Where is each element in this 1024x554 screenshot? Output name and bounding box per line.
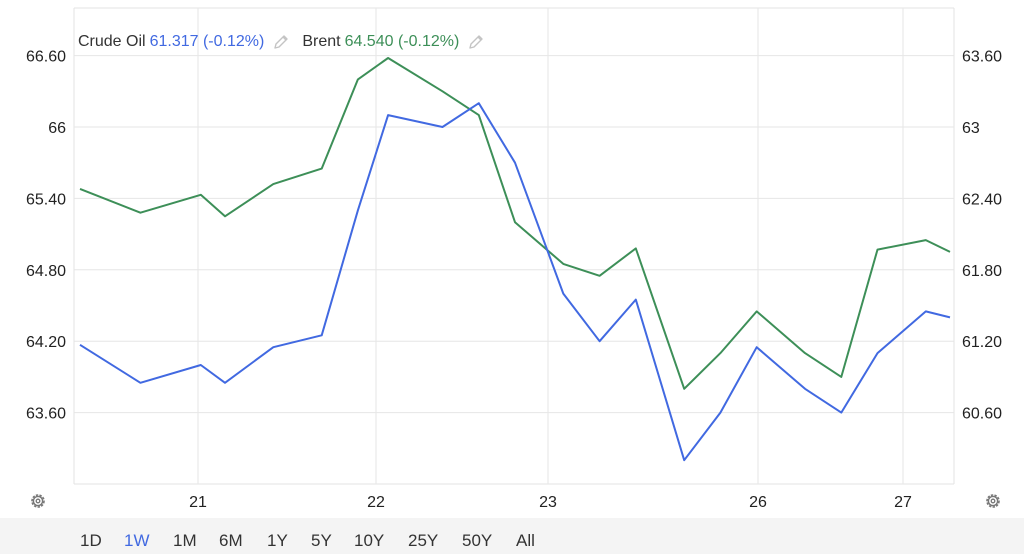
- pencil-icon[interactable]: [272, 33, 290, 51]
- range-button-all[interactable]: All: [516, 531, 535, 550]
- right-axis-tick-label: 61.20: [962, 334, 1002, 351]
- right-axis-tick-label: 62.40: [962, 191, 1002, 208]
- x-axis-tick-label: 23: [539, 494, 557, 511]
- left-axis-tick-label: 64.20: [26, 334, 66, 351]
- series-line-brent: [79, 57, 951, 390]
- chart-svg: 66.60 66 65.40 64.80 64.20 63.60 63.60 63 62.40 6…: [26, 7, 1002, 511]
- left-axis-tick-label: 66.60: [26, 49, 66, 66]
- x-axis-tick-label: 26: [749, 494, 767, 511]
- range-button-5y[interactable]: 5Y: [311, 531, 332, 550]
- range-button-1d[interactable]: 1D: [80, 531, 102, 550]
- legend-crude-value: 61.317 (-0.12%): [149, 33, 265, 50]
- right-axis-tick-label: 63: [962, 120, 980, 137]
- right-axis-tick-label: 61.80: [962, 263, 1002, 280]
- legend-brent-name: Brent: [302, 33, 341, 50]
- range-button-50y[interactable]: 50Y: [462, 531, 493, 550]
- pencil-icon[interactable]: [467, 33, 485, 51]
- chart-area: 66.60 66 65.40 64.80 64.20 63.60 63.60 63 62.40 6…: [26, 7, 1003, 511]
- gear-icon[interactable]: [983, 491, 1003, 511]
- range-button-1y[interactable]: 1Y: [267, 531, 288, 550]
- series-line-crude-oil: [79, 102, 951, 462]
- x-axis-tick-label: 27: [894, 494, 912, 511]
- range-selector: 1D 1W 1M 6M 1Y 5Y 10Y 25Y 50Y All: [0, 518, 1024, 554]
- left-axis-tick-label: 64.80: [26, 263, 66, 280]
- right-axis-tick-label: 60.60: [962, 406, 1002, 423]
- range-button-1w[interactable]: 1W: [124, 531, 150, 550]
- left-axis-tick-label: 65.40: [26, 191, 66, 208]
- left-axis-tick-label: 63.60: [26, 406, 66, 423]
- gear-icon[interactable]: [28, 491, 48, 511]
- range-button-6m[interactable]: 6M: [219, 531, 243, 550]
- x-axis-tick-label: 21: [189, 494, 207, 511]
- range-button-1m[interactable]: 1M: [173, 531, 197, 550]
- legend-crude-name: Crude Oil: [78, 33, 146, 50]
- left-axis-tick-label: 66: [48, 120, 66, 137]
- legend-brent-value: 64.540 (-0.12%): [344, 33, 460, 50]
- range-button-25y[interactable]: 25Y: [408, 531, 439, 550]
- x-axis-tick-label: 22: [367, 494, 385, 511]
- range-button-10y[interactable]: 10Y: [354, 531, 385, 550]
- right-axis-tick-label: 63.60: [962, 49, 1002, 66]
- chart-legend: Crude Oil 61.317 (-0.12%) Brent 64.540 (…: [78, 33, 497, 51]
